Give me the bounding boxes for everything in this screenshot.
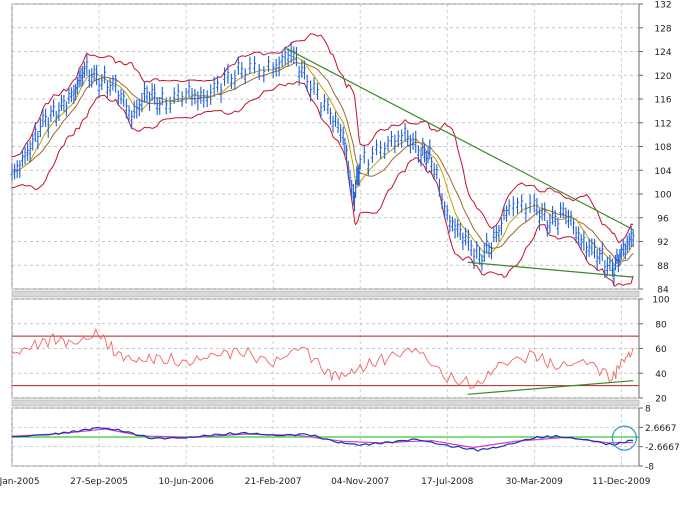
y-tick-label: 116 bbox=[654, 96, 671, 106]
y-tick-label: 128 bbox=[654, 24, 671, 34]
y-tick-label: 60 bbox=[655, 345, 667, 355]
y-tick-label: 8 bbox=[645, 405, 651, 415]
y-tick-label: 132 bbox=[654, 1, 671, 11]
x-tick-label: 21-Feb-2007 bbox=[245, 477, 302, 487]
oscillator-trendline bbox=[467, 380, 634, 395]
y-tick-label: 92 bbox=[657, 238, 668, 248]
highlight-circle bbox=[611, 425, 637, 451]
x-tick-label: 11-Dec-2009 bbox=[592, 477, 651, 487]
y-tick-label: 20 bbox=[655, 395, 667, 405]
momentum-fast-line bbox=[11, 426, 634, 452]
y-tick-label: 2.6667 bbox=[645, 424, 677, 434]
y-tick-label: 80 bbox=[655, 320, 667, 330]
series-layer bbox=[10, 33, 639, 452]
y-tick-label: 112 bbox=[654, 119, 671, 129]
axis-layer: 14-Jan-2005 27-Sep-2005 10-Jun-2006 21-Feb-… bbox=[0, 1, 680, 488]
y-tick-label: -8 bbox=[645, 463, 654, 473]
y-tick-label: 100 bbox=[654, 191, 671, 201]
x-tick-label: 04-Nov-2007 bbox=[331, 477, 389, 487]
x-tick-label: 27-Sep-2005 bbox=[70, 477, 128, 487]
bollinger-lower bbox=[11, 81, 634, 287]
y-tick-label: 124 bbox=[654, 48, 671, 58]
y-tick-label: -2.6667 bbox=[645, 443, 680, 453]
oscillator-line bbox=[11, 328, 634, 389]
bollinger-upper bbox=[11, 33, 634, 243]
y-tick-label: 108 bbox=[654, 143, 671, 153]
y-tick-label: 84 bbox=[657, 286, 669, 296]
y-tick-label: 96 bbox=[657, 214, 669, 224]
y-tick-label: 40 bbox=[655, 370, 667, 380]
panel-splitter-2[interactable] bbox=[11, 399, 640, 407]
y-tick-label: 88 bbox=[657, 262, 669, 272]
x-tick-label: 17-Jul-2008 bbox=[421, 477, 473, 487]
x-tick-label: 14-Jan-2005 bbox=[0, 477, 40, 487]
momentum-slow-line bbox=[11, 428, 634, 449]
y-tick-label: 120 bbox=[654, 72, 671, 82]
x-tick-label: 30-Mar-2009 bbox=[506, 477, 564, 487]
x-tick-label: 10-Jun-2006 bbox=[158, 477, 214, 487]
y-tick-label: 100 bbox=[652, 296, 669, 306]
price-trendline bbox=[286, 47, 634, 231]
panel-splitter-1[interactable] bbox=[11, 290, 640, 298]
price-trendline bbox=[467, 261, 634, 278]
y-tick-label: 104 bbox=[654, 167, 671, 177]
